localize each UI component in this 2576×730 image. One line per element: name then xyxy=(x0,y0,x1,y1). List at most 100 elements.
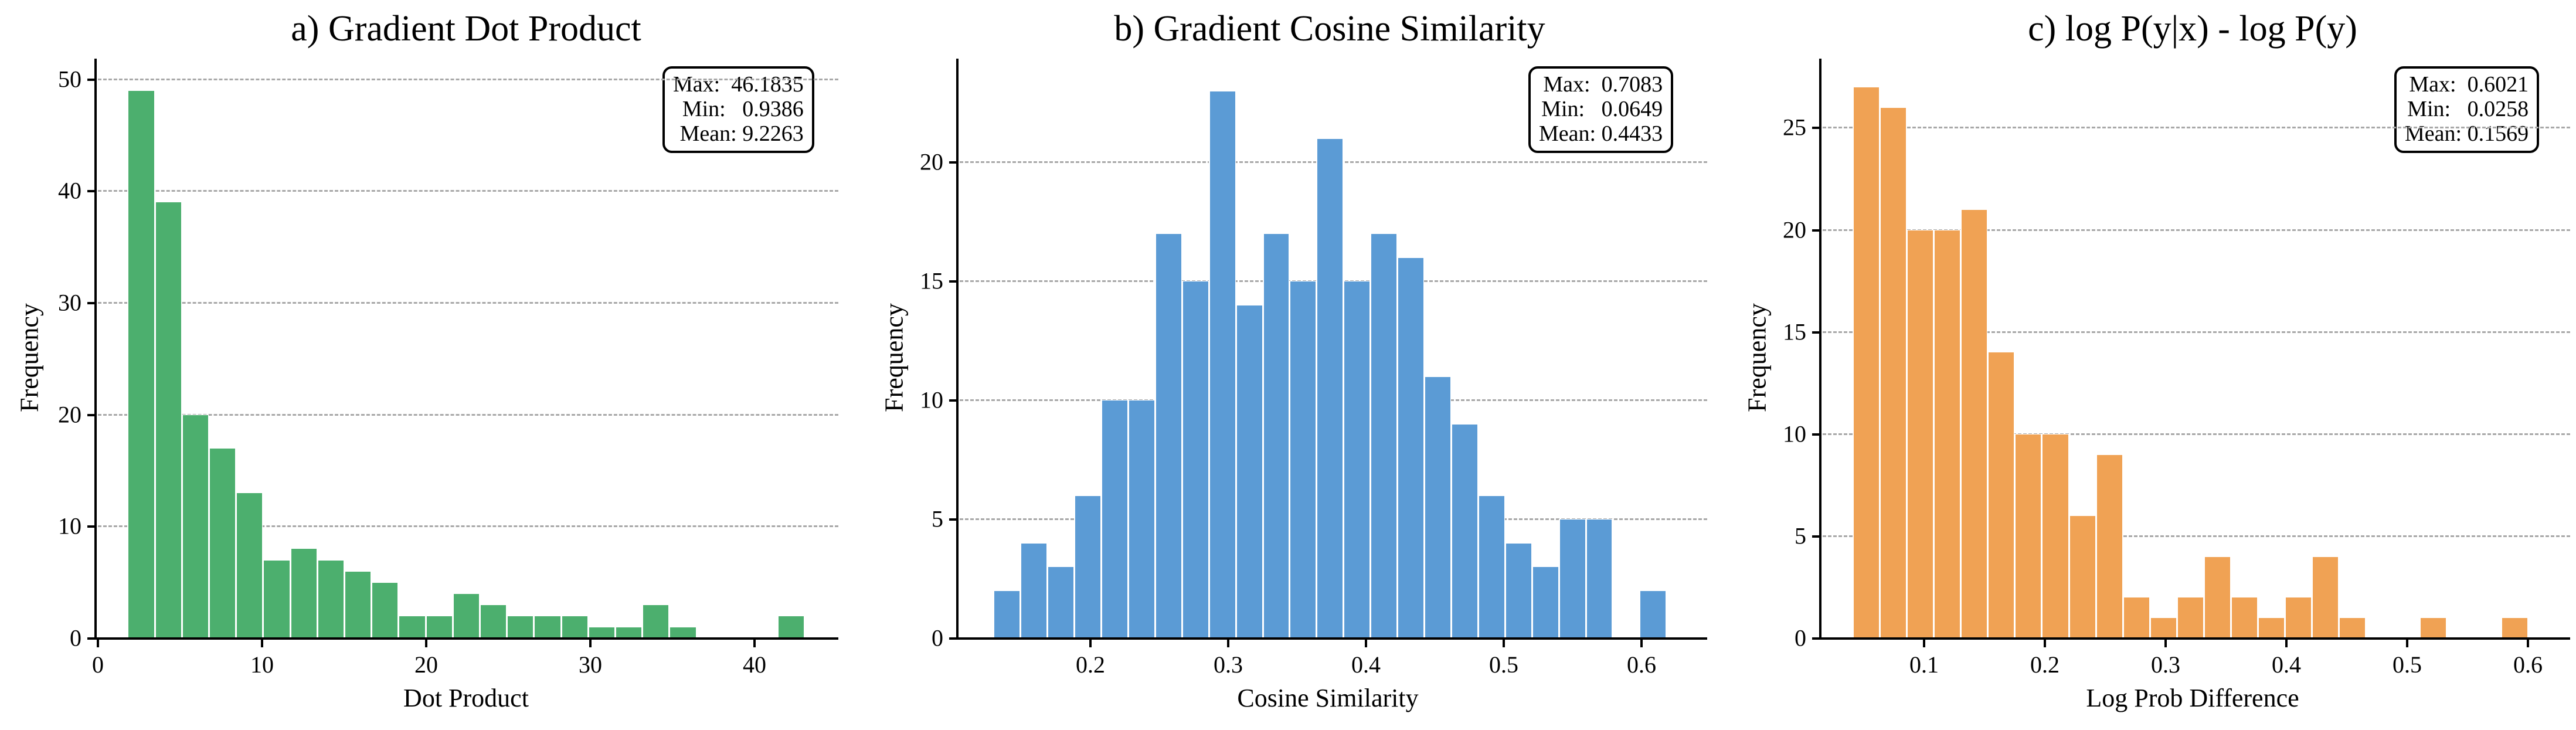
x-tick-label: 0.1 xyxy=(1909,651,1939,678)
histogram-bar xyxy=(1424,376,1451,638)
x-tick-label: 0.6 xyxy=(2513,651,2543,678)
histogram-bar xyxy=(1880,107,1907,638)
y-tick xyxy=(949,518,957,521)
x-tick xyxy=(2527,639,2529,647)
gridline xyxy=(98,525,838,528)
x-tick-label: 0.3 xyxy=(2151,651,2180,678)
y-tick xyxy=(1812,229,1820,232)
histogram-bar xyxy=(615,626,643,638)
x-tick xyxy=(97,639,99,647)
gridline xyxy=(1823,535,2570,537)
x-tick xyxy=(1923,639,1925,647)
x-tick xyxy=(1640,639,1643,647)
y-tick-label: 0 xyxy=(1795,624,1806,651)
histogram-bar xyxy=(1370,233,1398,638)
y-tick-label: 25 xyxy=(1783,114,1806,141)
y-tick xyxy=(87,413,96,416)
y-tick xyxy=(949,637,957,640)
histogram-bar xyxy=(1477,495,1505,638)
histogram-bar xyxy=(2176,597,2204,638)
histogram-bar xyxy=(344,571,372,638)
histogram-bar xyxy=(2500,617,2528,638)
x-tick-label: 0.2 xyxy=(1076,651,1105,678)
histogram-bar xyxy=(480,604,507,638)
histogram-bar xyxy=(236,493,263,638)
gridline xyxy=(1823,331,2570,333)
histogram-bar xyxy=(317,559,344,638)
histogram-bar xyxy=(2285,597,2312,638)
chart-title: a) Gradient Dot Product xyxy=(291,9,641,49)
x-axis xyxy=(956,637,1707,640)
x-tick-label: 20 xyxy=(414,651,438,678)
gridline xyxy=(98,413,838,416)
histogram-bar xyxy=(2041,433,2069,638)
y-tick xyxy=(1812,127,1820,130)
histogram-bar xyxy=(181,414,209,638)
x-axis-title: Dot Product xyxy=(403,684,529,712)
x-tick-label: 10 xyxy=(250,651,274,678)
histogram-bar xyxy=(1504,542,1532,638)
histogram-bar xyxy=(1020,542,1048,638)
histogram-bar xyxy=(2095,454,2123,638)
histogram-bar xyxy=(1639,590,1667,638)
stats-box: Max: 46.1835 Min: 0.9386 Mean: 9.2263 xyxy=(662,66,814,153)
gridline xyxy=(1823,127,2570,129)
y-tick-label: 0 xyxy=(932,624,943,651)
x-tick-label: 0.6 xyxy=(1627,651,1656,678)
y-tick-label: 10 xyxy=(920,386,943,413)
x-tick xyxy=(1365,639,1367,647)
y-tick-label: 20 xyxy=(1783,216,1806,243)
x-tick xyxy=(1089,639,1092,647)
histogram-bar xyxy=(642,604,670,638)
x-tick xyxy=(2285,639,2288,647)
histogram-bar xyxy=(154,202,182,638)
x-tick-label: 0.3 xyxy=(1214,651,1243,678)
histogram-bar xyxy=(398,615,426,638)
histogram-bar xyxy=(507,615,534,638)
y-tick xyxy=(87,190,96,193)
x-tick-label: 0.4 xyxy=(1351,651,1381,678)
histogram-bar xyxy=(452,593,480,638)
histogram-bar xyxy=(2419,617,2447,638)
gridline xyxy=(1823,229,2570,231)
y-tick xyxy=(87,78,96,81)
gridline xyxy=(98,190,838,192)
y-tick-label: 50 xyxy=(58,66,81,93)
x-tick xyxy=(261,639,263,647)
y-tick-label: 40 xyxy=(58,177,81,204)
histogram-bar xyxy=(2257,617,2285,638)
histogram-bar xyxy=(1531,566,1559,638)
y-tick-label: 5 xyxy=(1795,522,1806,549)
y-tick-label: 20 xyxy=(920,148,943,175)
histogram-bar xyxy=(371,582,399,638)
y-tick-label: 0 xyxy=(70,624,81,651)
histogram-bar xyxy=(2068,515,2096,638)
histogram-bar xyxy=(1154,233,1182,638)
y-tick-label: 30 xyxy=(58,289,81,316)
histogram-bar xyxy=(2149,617,2177,638)
gridline xyxy=(98,301,838,304)
histogram-bar xyxy=(1127,400,1155,638)
histogram-bar xyxy=(1047,566,1075,638)
histogram-bar xyxy=(1343,281,1371,638)
x-tick xyxy=(425,639,427,647)
histogram-bar xyxy=(2014,433,2042,638)
y-tick xyxy=(949,280,957,283)
y-tick-label: 10 xyxy=(58,512,81,539)
x-tick-label: 0.5 xyxy=(2393,651,2422,678)
y-tick-label: 10 xyxy=(1783,420,1806,447)
histogram-bar xyxy=(127,90,155,638)
histogram-bar xyxy=(993,590,1021,638)
histogram-bar xyxy=(209,447,236,638)
x-tick-label: 0.4 xyxy=(2272,651,2301,678)
y-tick xyxy=(949,399,957,402)
panel-gradient-dot-product: a) Gradient Dot Product Frequency Dot Pr… xyxy=(0,0,856,730)
y-tick-label: 5 xyxy=(932,505,943,532)
x-tick-label: 30 xyxy=(579,651,602,678)
y-tick xyxy=(1812,637,1820,640)
x-axis xyxy=(94,637,838,640)
x-tick-label: 0 xyxy=(92,651,104,678)
y-tick xyxy=(87,301,96,304)
histogram-bar xyxy=(533,615,561,638)
y-tick-label: 15 xyxy=(1783,318,1806,345)
